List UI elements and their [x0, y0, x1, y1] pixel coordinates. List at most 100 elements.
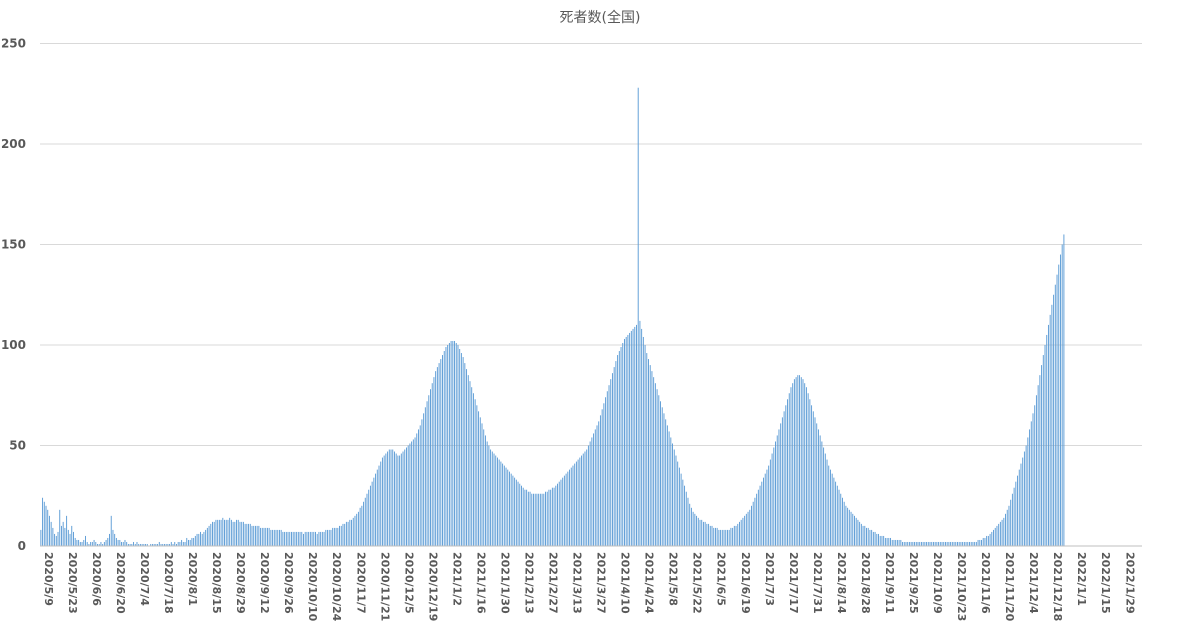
- bar-203: [388, 449, 390, 546]
- bar-537: [962, 541, 964, 546]
- bar-225: [426, 401, 428, 546]
- bar-84: [184, 541, 186, 546]
- bar-485: [872, 531, 874, 546]
- bar-346: [634, 326, 636, 546]
- bar-179: [347, 521, 349, 546]
- bar-164: [321, 531, 323, 546]
- bar-145: [289, 531, 291, 546]
- bar-574: [1025, 445, 1027, 546]
- bar-536: [960, 541, 962, 546]
- bar-195: [375, 473, 377, 546]
- bar-356: [651, 371, 653, 546]
- bar-229: [433, 377, 435, 546]
- bar-142: [284, 531, 286, 546]
- bar-353: [646, 353, 648, 546]
- bar-19: [73, 531, 74, 546]
- bar-401: [728, 529, 730, 546]
- bar-331: [608, 385, 610, 546]
- bar-116: [239, 521, 241, 546]
- bar-458: [826, 459, 828, 546]
- bar-386: [702, 521, 704, 546]
- bar-559: [999, 521, 1001, 546]
- x-tick-39: 2021/11/6: [979, 552, 992, 614]
- bar-126: [256, 525, 258, 546]
- bar-567: [1013, 487, 1015, 546]
- bar-143: [285, 531, 287, 546]
- bar-443: [800, 377, 802, 546]
- bar-39: [107, 537, 109, 546]
- bar-43: [114, 533, 116, 546]
- bar-297: [550, 489, 552, 546]
- bar-58: [139, 543, 141, 546]
- bar-438: [792, 383, 794, 546]
- bar-305: [563, 475, 565, 546]
- bar-136: [273, 529, 275, 546]
- bar-330: [606, 391, 608, 546]
- bar-388: [706, 523, 708, 546]
- x-tick-45: 2022/1/29: [1123, 552, 1136, 614]
- bar-410: [744, 515, 746, 546]
- bar-117: [241, 521, 243, 546]
- bar-124: [253, 525, 255, 546]
- bar-531: [951, 541, 953, 546]
- bar-415: [752, 501, 754, 546]
- bar-336: [617, 355, 619, 546]
- bar-512: [919, 541, 921, 546]
- bar-270: [503, 465, 505, 546]
- bar-67: [155, 543, 157, 546]
- bar-351: [642, 336, 644, 546]
- bar-439: [793, 379, 795, 546]
- bar-147: [292, 531, 294, 546]
- bar-190: [366, 493, 368, 546]
- x-tick-9: 2020/9/12: [258, 552, 271, 614]
- bar-322: [593, 433, 595, 546]
- bar-263: [491, 451, 493, 546]
- bar-208: [397, 455, 399, 546]
- bar-592: [1056, 274, 1058, 546]
- bar-137: [275, 529, 277, 546]
- bar-380: [692, 511, 694, 546]
- bar-594: [1059, 254, 1061, 547]
- bar-87: [189, 539, 191, 546]
- bar-540: [967, 541, 969, 546]
- bar-370: [675, 455, 677, 546]
- bar-267: [498, 459, 500, 546]
- bar-475: [855, 517, 857, 546]
- bar-450: [812, 411, 814, 546]
- x-tick-31: 2021/7/17: [787, 552, 800, 614]
- bar-183: [354, 515, 356, 546]
- bar-34: [98, 543, 100, 546]
- bar-41: [110, 515, 112, 546]
- bar-486: [874, 531, 876, 546]
- bar-555: [993, 529, 994, 546]
- bar-254: [476, 405, 478, 546]
- bar-237: [447, 345, 449, 546]
- bar-239: [450, 340, 452, 546]
- bar-54: [133, 541, 135, 546]
- bar-419: [759, 485, 761, 546]
- bar-105: [220, 519, 222, 546]
- bar-407: [739, 521, 740, 546]
- x-tick-44: 2022/1/15: [1099, 552, 1112, 614]
- bar-106: [222, 517, 224, 546]
- bar-107: [224, 519, 225, 546]
- bar-582: [1039, 375, 1041, 546]
- bar-435: [787, 399, 789, 546]
- bar-542: [970, 541, 972, 546]
- bar-391: [711, 525, 713, 546]
- bar-157: [309, 531, 311, 546]
- bar-299: [553, 487, 555, 546]
- bar-230: [435, 371, 437, 546]
- bar-75: [169, 543, 171, 546]
- bar-379: [690, 507, 692, 546]
- bar-591: [1054, 284, 1056, 546]
- bar-452: [816, 423, 818, 546]
- bar-344: [630, 330, 632, 546]
- bar-532: [953, 541, 955, 546]
- bar-547: [979, 539, 981, 546]
- bar-262: [490, 449, 492, 546]
- bar-155: [306, 531, 308, 546]
- bar-120: [246, 523, 248, 546]
- bar-399: [725, 529, 727, 546]
